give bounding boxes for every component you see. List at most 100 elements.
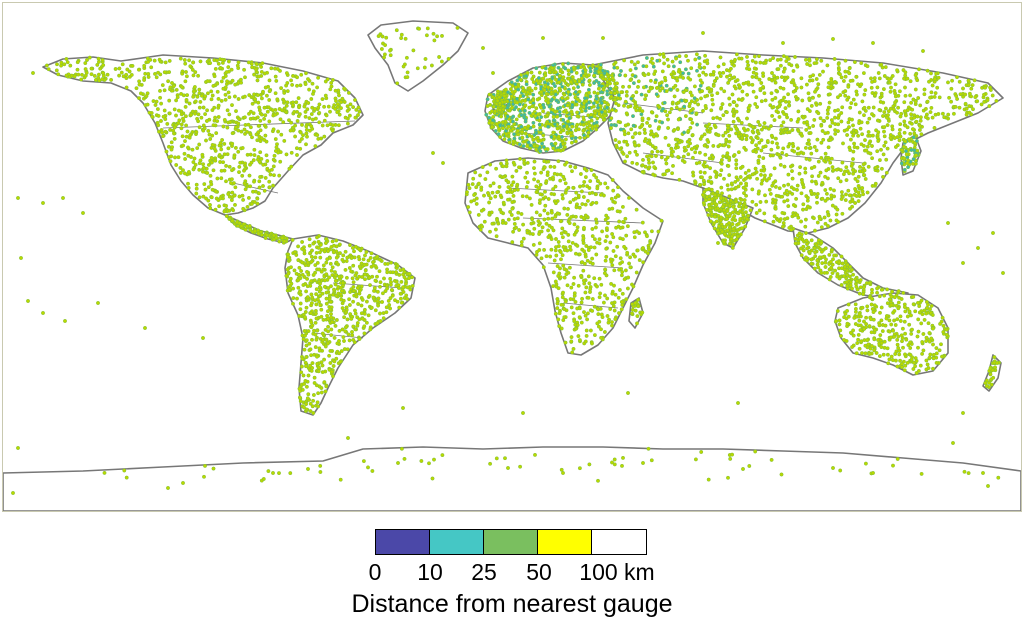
gauge-station-dot xyxy=(356,105,361,110)
gauge-station-dot xyxy=(642,127,647,132)
gauge-station-dot xyxy=(362,311,367,316)
gauge-station-dot xyxy=(699,96,703,101)
gauge-station-dot xyxy=(485,104,490,108)
gauge-station-dot xyxy=(522,98,527,103)
gauge-station-dot xyxy=(532,226,537,231)
gauge-station-dot xyxy=(569,335,574,340)
gauge-station-dot xyxy=(504,164,509,169)
gauge-station-dot xyxy=(651,172,656,177)
gauge-station-dot xyxy=(291,301,295,306)
gauge-station-dot xyxy=(570,240,575,245)
gauge-station-dot xyxy=(917,67,921,72)
gauge-station-dot xyxy=(721,62,726,67)
gauge-station-dot xyxy=(587,90,591,95)
gauge-station-dot xyxy=(324,337,329,342)
gauge-station-dot xyxy=(915,78,920,83)
gauge-station-dot xyxy=(840,194,845,199)
gauge-station-dot xyxy=(310,361,315,366)
gauge-station-dot xyxy=(315,328,320,333)
gauge-station-dot xyxy=(192,85,197,89)
gauge-station-dot xyxy=(908,79,913,84)
gauge-station-dot xyxy=(230,168,234,173)
gauge-station-dot xyxy=(564,160,569,165)
gauge-station-dot xyxy=(225,125,230,130)
gauge-station-dot xyxy=(534,210,539,215)
gauge-station-dot xyxy=(305,276,310,281)
gauge-station-dot xyxy=(731,107,736,112)
gauge-station-dot xyxy=(307,341,312,346)
gauge-station-dot xyxy=(950,78,955,83)
gauge-station-dot xyxy=(829,118,834,123)
gauge-station-dot xyxy=(727,102,732,107)
gauge-station-dot xyxy=(566,61,571,66)
gauge-station-dot xyxy=(589,245,593,250)
gauge-station-dot xyxy=(555,264,560,269)
gauge-station-dot xyxy=(800,180,805,185)
gauge-station-dot xyxy=(399,36,404,41)
gauge-station-dot xyxy=(209,160,214,165)
gauge-station-dot xyxy=(233,185,238,190)
gauge-station-dot xyxy=(357,247,362,252)
gauge-station-dot xyxy=(556,286,561,291)
gauge-station-dot xyxy=(561,245,566,249)
gauge-station-dot xyxy=(93,77,98,82)
gauge-station-dot xyxy=(617,219,622,224)
gauge-station-dot xyxy=(969,86,974,91)
gauge-station-dot xyxy=(316,245,321,250)
gauge-station-dot xyxy=(152,58,157,63)
gauge-station-dot xyxy=(191,60,196,65)
gauge-station-dot xyxy=(639,124,644,129)
gauge-station-dot xyxy=(860,189,865,194)
gauge-station-dot xyxy=(573,90,578,94)
gauge-station-dot xyxy=(44,63,49,68)
gauge-station-dot xyxy=(646,157,651,162)
gauge-station-dot xyxy=(807,78,812,83)
gauge-station-dot xyxy=(641,64,646,69)
gauge-station-dot xyxy=(863,177,868,181)
gauge-station-dot xyxy=(292,109,297,114)
gauge-station-dot xyxy=(592,73,596,78)
gauge-station-dot xyxy=(64,57,69,61)
gauge-station-dot xyxy=(534,131,539,136)
gauge-station-dot xyxy=(388,276,393,281)
gauge-station-dot xyxy=(290,238,295,242)
gauge-station-dot xyxy=(588,328,593,333)
gauge-station-dot xyxy=(526,124,531,129)
gauge-station-dot xyxy=(531,137,536,142)
gauge-station-dot xyxy=(752,66,757,71)
gauge-station-dot xyxy=(587,123,592,128)
gauge-station-dot xyxy=(832,188,836,193)
gauge-station-dot xyxy=(682,130,687,135)
gauge-station-dot xyxy=(839,75,844,80)
gauge-station-dot xyxy=(613,317,618,322)
gauge-station-dot xyxy=(343,249,348,254)
gauge-station-dot xyxy=(185,93,190,98)
gauge-station-dot xyxy=(543,203,548,208)
gauge-station-dot xyxy=(351,284,356,289)
gauge-station-dot xyxy=(562,92,567,97)
gauge-station-dot xyxy=(306,373,311,378)
gauge-station-dot xyxy=(595,186,600,191)
gauge-station-dot xyxy=(856,133,861,138)
gauge-station-dot xyxy=(839,111,844,115)
gauge-station-dot xyxy=(665,113,670,118)
gauge-station-dot xyxy=(571,86,576,91)
gauge-station-dot xyxy=(917,128,922,132)
gauge-station-dot xyxy=(311,241,316,246)
gauge-station-dot xyxy=(362,307,367,312)
gauge-station-dot xyxy=(488,162,493,167)
gauge-station-dot xyxy=(208,206,213,211)
gauge-station-dot xyxy=(746,105,751,110)
gauge-station-dot xyxy=(378,319,383,323)
gauge-station-dot xyxy=(649,110,654,115)
gauge-station-dot xyxy=(890,124,895,129)
gauge-station-dot xyxy=(561,290,565,295)
gauge-station-dot xyxy=(641,260,646,265)
gauge-station-dot xyxy=(547,223,552,228)
gauge-station-dot xyxy=(142,78,147,82)
gauge-station-dot xyxy=(599,282,604,287)
gauge-station-dot xyxy=(234,125,238,130)
gauge-station-dot xyxy=(826,213,831,218)
gauge-station-dot xyxy=(524,82,529,87)
gauge-station-dot xyxy=(319,269,324,274)
